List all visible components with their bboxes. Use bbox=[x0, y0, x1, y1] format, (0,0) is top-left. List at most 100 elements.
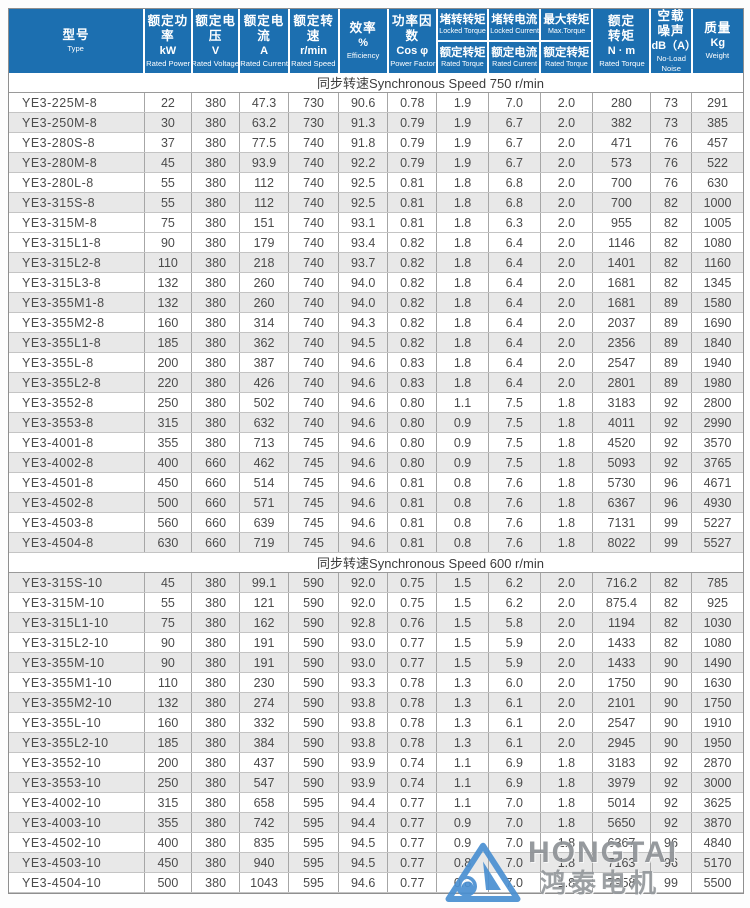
table-row: YE3-4502-8 500 660 571 745 94.6 0.81 0.8 7.6 1.8 6… bbox=[9, 492, 743, 513]
value-cell: 5650 bbox=[592, 812, 651, 833]
table-row: YE3-4504-10 500 380 1043 595 94.6 0.77 0.8 7.0 1.… bbox=[9, 872, 743, 893]
value-cell: 590 bbox=[288, 692, 340, 713]
value-cell: 590 bbox=[288, 632, 340, 653]
value-cell: 955 bbox=[592, 212, 651, 233]
value-cell: 450 bbox=[144, 852, 193, 873]
table-row: YE3-315L3-8 132 380 260 740 94.0 0.82 1.8 6.4 2.0… bbox=[9, 272, 743, 293]
value-cell: 94.6 bbox=[338, 492, 389, 513]
value-cell: 1580 bbox=[691, 292, 743, 313]
value-cell: 362 bbox=[239, 332, 290, 353]
header-unit: N · m bbox=[607, 44, 636, 57]
value-cell: 0.76 bbox=[387, 612, 438, 633]
value-cell: 660 bbox=[191, 512, 240, 533]
value-cell: 5.9 bbox=[488, 652, 541, 673]
value-cell: 1043 bbox=[239, 872, 290, 893]
value-cell: 2.0 bbox=[540, 152, 593, 173]
value-cell: 1.5 bbox=[436, 652, 489, 673]
value-cell: 90 bbox=[144, 632, 193, 653]
value-cell: 0.79 bbox=[387, 112, 438, 133]
value-cell: 6.1 bbox=[488, 692, 541, 713]
value-cell: 740 bbox=[288, 392, 340, 413]
value-cell: 92 bbox=[650, 752, 693, 773]
value-cell: 0.81 bbox=[387, 512, 438, 533]
value-cell: 5.8 bbox=[488, 612, 541, 633]
value-cell: 0.83 bbox=[387, 372, 438, 393]
value-cell: 314 bbox=[239, 312, 290, 333]
value-cell: 92 bbox=[650, 392, 693, 413]
value-cell: 6.3 bbox=[488, 212, 541, 233]
value-cell: 4930 bbox=[691, 492, 743, 513]
value-cell: 7.5 bbox=[488, 392, 541, 413]
value-cell: 6.2 bbox=[488, 572, 541, 593]
value-cell: 250 bbox=[144, 772, 193, 793]
value-cell: 1750 bbox=[592, 672, 651, 693]
value-cell: 6.4 bbox=[488, 332, 541, 353]
value-cell: 380 bbox=[191, 272, 240, 293]
model-cell: YE3-315L2-10 bbox=[9, 632, 145, 653]
value-cell: 7.5 bbox=[488, 412, 541, 433]
value-cell: 742 bbox=[239, 812, 290, 833]
value-cell: 1.3 bbox=[436, 672, 489, 693]
value-cell: 1681 bbox=[592, 292, 651, 313]
value-cell: 1.8 bbox=[540, 772, 593, 793]
value-cell: 2.0 bbox=[540, 572, 593, 593]
value-cell: 1080 bbox=[691, 232, 743, 253]
value-cell: 191 bbox=[239, 632, 290, 653]
model-cell: YE3-315S-10 bbox=[9, 572, 145, 593]
value-cell: 595 bbox=[288, 792, 340, 813]
value-cell: 1.5 bbox=[436, 612, 489, 633]
value-cell: 94.6 bbox=[338, 512, 389, 533]
header-zh: 额定电压 bbox=[195, 13, 236, 44]
value-cell: 0.8 bbox=[436, 852, 489, 873]
value-cell: 0.9 bbox=[436, 812, 489, 833]
value-cell: 7.6 bbox=[488, 512, 541, 533]
value-cell: 380 bbox=[191, 572, 240, 593]
table-row: YE3-3553-10 250 380 547 590 93.9 0.74 1.1 6.9 1.8… bbox=[9, 772, 743, 793]
value-cell: 1.8 bbox=[436, 232, 489, 253]
model-cell: YE3-355L-10 bbox=[9, 712, 145, 733]
value-cell: 740 bbox=[288, 372, 340, 393]
model-cell: YE3-4504-8 bbox=[9, 532, 145, 553]
model-cell: YE3-315L1-10 bbox=[9, 612, 145, 633]
value-cell: 0.9 bbox=[436, 432, 489, 453]
value-cell: 380 bbox=[191, 632, 240, 653]
value-cell: 92 bbox=[650, 792, 693, 813]
value-cell: 716.2 bbox=[592, 572, 651, 593]
table-body: 同步转速Synchronous Speed 750 r/min YE3-225M-… bbox=[9, 73, 743, 893]
table-row: YE3-315L1-10 75 380 162 590 92.8 0.76 1.5 5.8 2.0… bbox=[9, 612, 743, 633]
value-cell: 380 bbox=[191, 732, 240, 753]
value-cell: 2.0 bbox=[540, 692, 593, 713]
value-cell: 380 bbox=[191, 692, 240, 713]
value-cell: 6.4 bbox=[488, 272, 541, 293]
value-cell: 2.0 bbox=[540, 592, 593, 613]
value-cell: 82 bbox=[650, 632, 693, 653]
value-cell: 355 bbox=[144, 812, 193, 833]
model-cell: YE3-315L3-8 bbox=[9, 272, 145, 293]
value-cell: 2800 bbox=[691, 392, 743, 413]
table-row: YE3-4501-8 450 660 514 745 94.6 0.81 0.8 7.6 1.8 5… bbox=[9, 472, 743, 493]
value-cell: 2.0 bbox=[540, 92, 593, 113]
value-cell: 6367 bbox=[592, 832, 651, 853]
model-cell: YE3-3553-10 bbox=[9, 772, 145, 793]
value-cell: 1.5 bbox=[436, 632, 489, 653]
value-cell: 94.6 bbox=[338, 872, 389, 893]
value-cell: 595 bbox=[288, 832, 340, 853]
value-cell: 7163 bbox=[592, 852, 651, 873]
value-cell: 94.6 bbox=[338, 452, 389, 473]
value-cell: 6.4 bbox=[488, 312, 541, 333]
section-title-row: 同步转速Synchronous Speed 600 r/min bbox=[9, 552, 743, 573]
value-cell: 92 bbox=[650, 432, 693, 453]
table-row: YE3-315S-8 55 380 112 740 92.5 0.81 1.8 6.8 2.0 70… bbox=[9, 192, 743, 213]
value-cell: 94.6 bbox=[338, 532, 389, 553]
value-cell: 740 bbox=[288, 172, 340, 193]
value-cell: 0.77 bbox=[387, 792, 438, 813]
header-zh: 功率因数 bbox=[392, 13, 433, 44]
value-cell: 1.8 bbox=[540, 872, 593, 893]
value-cell: 740 bbox=[288, 152, 340, 173]
value-cell: 1.8 bbox=[540, 512, 593, 533]
header-en: Rated Torque bbox=[441, 59, 484, 68]
value-cell: 1.8 bbox=[540, 452, 593, 473]
value-cell: 1.8 bbox=[436, 172, 489, 193]
value-cell: 0.77 bbox=[387, 852, 438, 873]
value-cell: 94.3 bbox=[338, 312, 389, 333]
